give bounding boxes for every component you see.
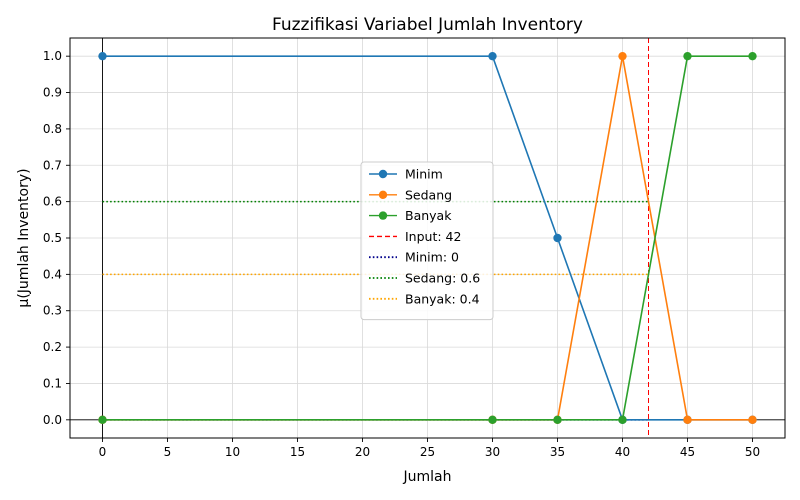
series-banyak xyxy=(98,51,757,425)
data-point xyxy=(553,233,562,243)
x-tick-label: 0 xyxy=(99,445,107,459)
legend-entry: Minim: 0 xyxy=(369,250,459,265)
legend-entry: Input: 42 xyxy=(369,229,461,244)
legend-label: Input: 42 xyxy=(405,229,461,244)
y-tick-label: 0.9 xyxy=(43,86,62,100)
legend-label: Banyak xyxy=(405,208,452,223)
data-point xyxy=(98,415,107,425)
y-tick-label: 0.4 xyxy=(43,267,62,281)
x-tick-label: 5 xyxy=(164,445,172,459)
legend-marker xyxy=(378,211,388,220)
legend-entry: Sedang xyxy=(369,187,452,202)
legend-label: Banyak: 0.4 xyxy=(405,291,480,306)
y-tick-label: 0.1 xyxy=(43,376,62,390)
data-point xyxy=(553,415,562,425)
data-point xyxy=(748,415,757,425)
legend-entry: Banyak xyxy=(369,208,452,223)
y-tick-label: 0.0 xyxy=(43,413,62,427)
x-axis-label: Jumlah xyxy=(403,469,452,485)
x-tick-label: 35 xyxy=(550,445,565,459)
data-point xyxy=(683,51,692,61)
legend-box xyxy=(360,161,494,321)
data-point xyxy=(98,51,107,61)
y-tick-label: 0.2 xyxy=(43,340,62,354)
legend: Minim Sedang Banyak Input: 42 Minim: 0 Sedang… xyxy=(360,161,494,321)
x-tick-label: 10 xyxy=(225,445,240,459)
data-point xyxy=(488,51,497,61)
data-point xyxy=(618,415,627,425)
x-tick-label: 50 xyxy=(745,445,760,459)
legend-label: Minim xyxy=(405,167,443,182)
reference-lines xyxy=(102,38,649,438)
series-group xyxy=(98,51,757,425)
chart-title: Fuzzifikasi Variabel Jumlah Inventory xyxy=(272,15,583,35)
data-point xyxy=(748,51,757,61)
y-tick-label: 1.0 xyxy=(43,49,62,63)
data-point xyxy=(488,415,497,425)
legend-marker xyxy=(378,169,388,179)
legend-label: Sedang: 0.6 xyxy=(405,271,480,286)
y-tick-label: 0.7 xyxy=(43,158,62,172)
legend-label: Minim: 0 xyxy=(405,250,459,265)
ticks: 0 5 10 15 20 25 30 35 40 45 50 0.0 0.1 0.2 0.3 0.4 0.5 0.… xyxy=(43,49,760,459)
x-tick-label: 40 xyxy=(615,445,630,459)
data-point xyxy=(618,51,627,61)
x-tick-label: 25 xyxy=(420,445,435,459)
x-tick-label: 30 xyxy=(485,445,500,459)
legend-marker xyxy=(378,190,388,199)
data-point xyxy=(683,415,692,425)
legend-label: Sedang xyxy=(405,187,452,202)
x-tick-label: 45 xyxy=(680,445,695,459)
y-tick-label: 0.8 xyxy=(43,122,62,136)
y-tick-label: 0.5 xyxy=(43,231,62,245)
x-tick-label: 20 xyxy=(355,445,370,459)
y-tick-label: 0.3 xyxy=(43,304,62,318)
legend-entry: Minim xyxy=(369,167,443,182)
series-line-banyak xyxy=(102,55,753,421)
y-tick-label: 0.6 xyxy=(43,195,62,209)
x-tick-label: 15 xyxy=(290,445,305,459)
y-axis-label: μ(Jumlah Inventory) xyxy=(16,168,32,307)
legend-entry: Sedang: 0.6 xyxy=(369,271,480,286)
legend-entry: Banyak: 0.4 xyxy=(369,291,480,306)
